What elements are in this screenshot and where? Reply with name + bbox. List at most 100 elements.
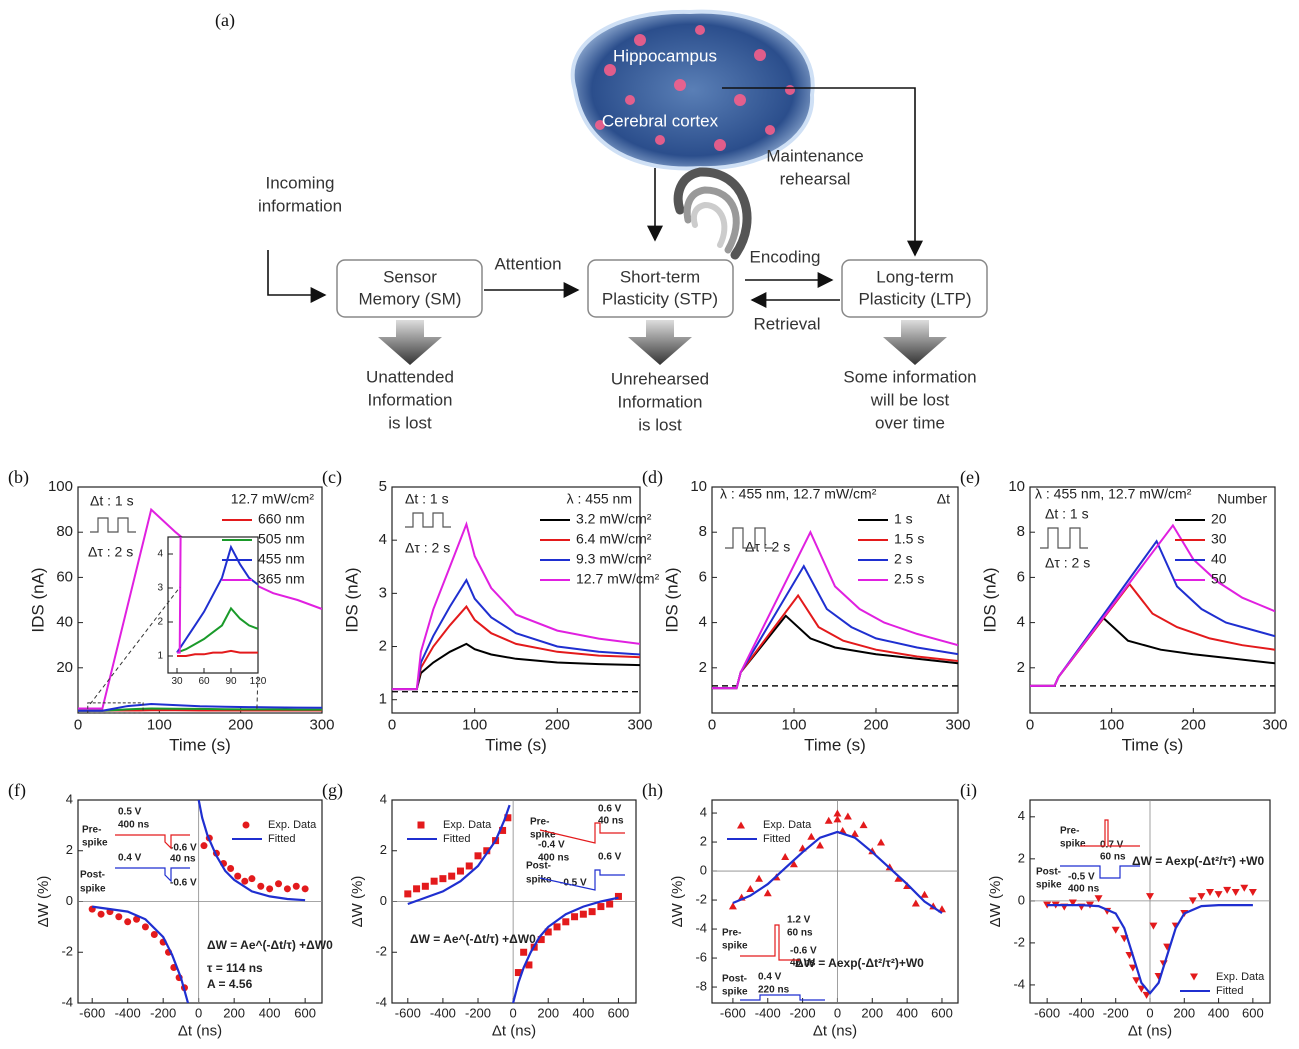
data-point — [483, 847, 491, 855]
y-axis-label: ΔW (%) — [35, 876, 52, 928]
y-tick-label: 4 — [66, 791, 73, 806]
y-axis-label: IDS (nA) — [662, 567, 681, 632]
x-tick-label: 0 — [74, 717, 82, 734]
data-line — [176, 544, 258, 654]
x-tick-label: 600 — [294, 1005, 316, 1020]
data-point — [1240, 884, 1249, 892]
data-point — [562, 918, 570, 926]
data-point — [588, 908, 596, 916]
data-line — [392, 520, 640, 691]
legend-label: Fitted — [268, 833, 296, 845]
box-label: Long-term — [876, 267, 953, 286]
x-axis-label: Time (s) — [804, 735, 866, 754]
pulse-shape — [1060, 865, 1140, 879]
arrow-label: Encoding — [750, 247, 821, 266]
data-line — [1047, 904, 1253, 996]
data-point — [614, 892, 622, 900]
annotation: 400 ns — [1068, 884, 1100, 895]
chart: (h) -600 -400 -200 0 200 400 600 -8 -6 -4 -2 0 2 4 Δt (… — [642, 780, 959, 1040]
data-point — [876, 838, 885, 846]
outcome: will be lost — [870, 390, 950, 409]
annotation: ΔW = Ae^(-Δt/τ) +ΔW0 — [410, 932, 536, 946]
annotation: Δτ : 2 s — [88, 544, 133, 560]
annotation: -0.6 V — [170, 878, 197, 889]
input-label: Incoming — [266, 173, 335, 192]
data-line — [1030, 523, 1275, 687]
x-tick-label: 60 — [198, 676, 210, 687]
legend-title: λ : 455 nm — [567, 491, 632, 507]
legend-label: Exp. Data — [763, 819, 812, 831]
pulse-shape — [539, 822, 625, 844]
plot-frame — [77, 486, 323, 714]
legend-label: 1 s — [894, 511, 913, 527]
x-axis-label: Time (s) — [1122, 735, 1184, 754]
data-point — [266, 885, 274, 893]
data-line — [92, 800, 306, 1003]
legend-label: 505 nm — [258, 531, 305, 547]
pulse-shape — [740, 924, 800, 961]
data-point — [1137, 985, 1146, 993]
annotation: Post- — [526, 861, 551, 872]
annotation: spike — [526, 875, 552, 886]
data-point — [474, 852, 482, 860]
x-axis-label: Time (s) — [169, 735, 231, 754]
y-tick-label: 2 — [1018, 850, 1025, 865]
legend-label: 6.4 mW/cm² — [576, 531, 652, 547]
y-tick-label: -2 — [61, 944, 73, 959]
data-point — [257, 882, 265, 890]
inset-region — [87, 702, 144, 714]
data-point — [920, 890, 929, 898]
y-tick-label: 4 — [379, 531, 387, 548]
data-point — [606, 900, 614, 908]
plot-frame — [711, 486, 959, 714]
box-label: Short-term — [620, 267, 700, 286]
x-tick-label: 600 — [608, 1005, 630, 1020]
data-point — [833, 815, 842, 823]
data-line — [78, 702, 322, 712]
y-tick-label: 1 — [379, 691, 387, 708]
x-tick-label: 300 — [945, 717, 970, 734]
x-tick-label: 100 — [147, 717, 172, 734]
legend-label: 455 nm — [258, 551, 305, 567]
annotation: Δτ : 2 s — [405, 540, 450, 556]
x-tick-label: 200 — [863, 717, 888, 734]
x-tick-label: 600 — [1242, 1005, 1264, 1020]
annotation: 40 ns — [598, 816, 624, 827]
annotation: -0.4 V — [538, 840, 565, 851]
panel-label: (c) — [322, 467, 342, 488]
y-tick-label: 4 — [699, 614, 707, 631]
annotation: spike — [1036, 880, 1062, 891]
data-line — [712, 529, 958, 690]
series-group — [78, 507, 322, 712]
plot-frame — [391, 486, 641, 714]
y-tick-label: 80 — [56, 523, 73, 540]
data-line — [392, 604, 640, 691]
data-point — [1188, 897, 1197, 905]
data-point — [579, 910, 587, 918]
x-axis-label: Δt (ns) — [1128, 1023, 1172, 1040]
chart: (e) 0 100 200 300 2 4 6 8 10 Time (s) IDS (nA) λ : 4… — [960, 467, 1288, 754]
data-point — [404, 890, 412, 898]
y-tick-label: -4 — [61, 994, 73, 1009]
data-point — [141, 923, 149, 931]
data-line — [392, 577, 640, 691]
data-point — [248, 875, 256, 883]
series-group — [1043, 884, 1257, 999]
data-point — [1231, 888, 1240, 896]
x-tick-label: 400 — [896, 1005, 918, 1020]
outcome: is lost — [638, 415, 682, 434]
annotation: -0.6 V — [170, 843, 197, 854]
data-point — [544, 928, 552, 936]
y-tick-label: 4 — [157, 549, 163, 560]
data-point — [465, 862, 473, 870]
x-tick-label: 0 — [388, 717, 396, 734]
data-point — [850, 829, 859, 837]
x-tick-label: 30 — [171, 676, 183, 687]
annotation: Δτ : 2 s — [1045, 555, 1090, 571]
legend-label: 20 — [1211, 511, 1227, 527]
annotation: 60 ns — [1100, 852, 1126, 863]
data-point — [843, 812, 852, 820]
data-point — [1163, 943, 1172, 951]
